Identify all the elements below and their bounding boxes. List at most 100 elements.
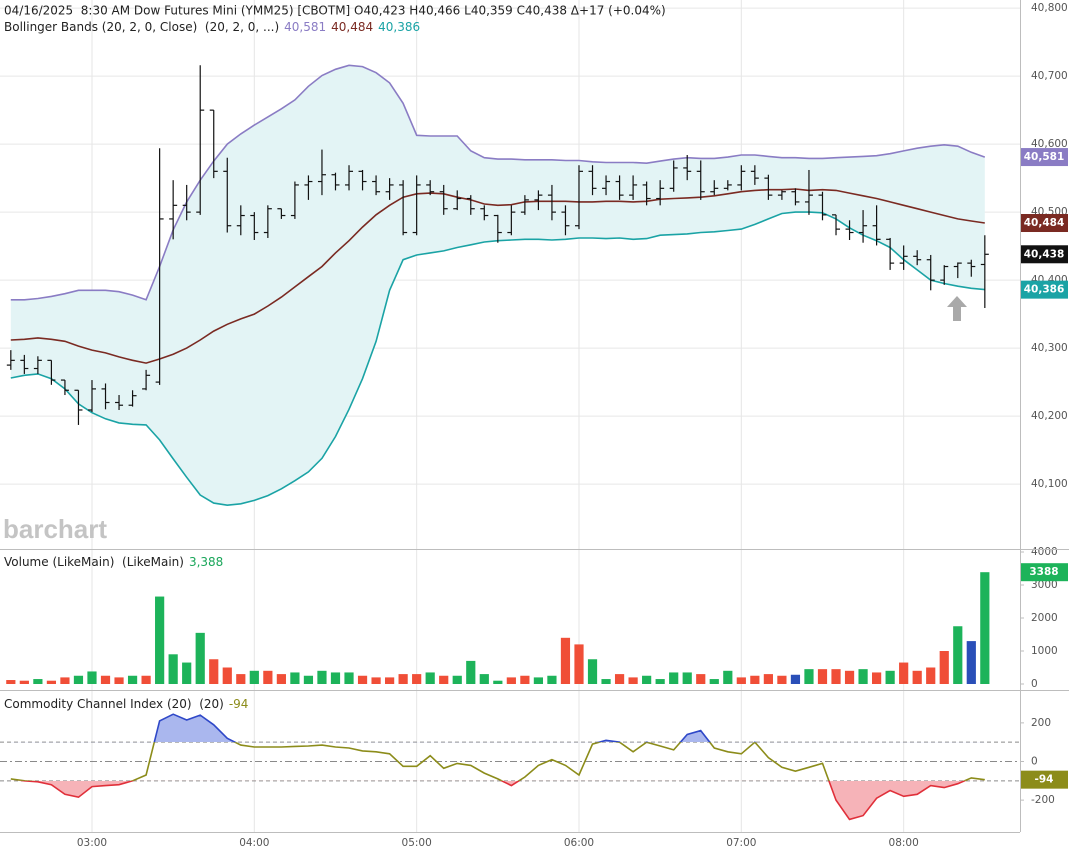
y-tick-label: 200 [1031,717,1051,729]
volume-bar [750,675,760,684]
volume-bar [479,674,489,684]
volume-bar [357,675,368,684]
volume-bar [6,680,16,684]
volume-bar [723,670,733,684]
y-tick-label: 40,100 [1031,478,1068,490]
value-badge [1021,280,1068,299]
volume-bar [87,671,97,684]
y-tick-label: 1000 [1031,645,1058,657]
volume-bar [642,675,652,684]
volume-bar [614,674,625,684]
legend-label: Bollinger Bands (20, 2, 0, Close) (20, 2… [4,20,279,34]
signal-arrow [947,296,967,321]
x-tick-label: 08:00 [889,837,919,849]
y-tick-label: 40,600 [1031,138,1068,150]
y-tick-label: 4000 [1031,546,1058,558]
volume-bar [371,677,381,684]
value-badge [1021,563,1068,582]
x-tick-label: 03:00 [77,837,107,849]
volume-bar [709,679,719,684]
volume-bar [412,674,422,684]
cci-line-upper [153,713,756,743]
value-badge-label: 40,386 [1024,284,1065,296]
volume-bar [439,675,449,684]
volume-bar [19,680,29,684]
x-tick-label: 05:00 [402,837,432,849]
volume-bar [912,670,922,684]
volume-bar [398,674,408,684]
y-tick-label: 40,800 [1031,2,1068,14]
volume-bar [236,674,246,684]
volume-bar [655,679,665,684]
chart-title: 04/16/2025 8:30 AM Dow Futures Mini (YMM… [4,4,666,18]
legend-value: 3,388 [189,555,223,569]
volume-bar [601,679,611,684]
legend: Bollinger Bands (20, 2, 0, Close) (20, 2… [4,20,420,34]
value-badge-label: 3388 [1029,566,1058,578]
band-line [10,188,985,364]
value-badge [1021,148,1068,167]
volume-bar [574,644,584,684]
volume-bar [790,674,801,684]
volume-bar [980,572,990,684]
volume-bar [317,670,327,684]
x-tick-label: 07:00 [726,837,756,849]
volume-bar [182,662,192,684]
volume-bar [506,677,516,684]
volume-bar [493,680,503,684]
volume-bar [290,672,300,684]
volume-bar [696,674,706,684]
volume-bar [939,651,949,684]
value-badge-label: 40,438 [1024,248,1065,260]
volume-bar [276,674,286,684]
value-badge-label: 40,484 [1024,217,1065,229]
volume-bar [222,667,232,684]
volume-bar [777,675,787,684]
y-tick-label: 40,300 [1031,342,1068,354]
volume-bar [168,654,178,684]
volume-bar [628,677,638,684]
value-badge [1021,245,1068,264]
volume-bar [73,675,84,684]
volume-bar [303,675,314,684]
legend-value: 40,484 [331,20,373,34]
y-tick-label: 3000 [1031,579,1058,591]
volume-bar [885,670,895,684]
volume-bar [872,672,882,684]
volume-bar [533,677,544,684]
x-tick-label: 04:00 [239,837,269,849]
volume-bar [831,669,841,684]
y-tick-label: 40,200 [1031,410,1068,422]
x-tick-label: 06:00 [564,837,594,849]
volume-bar [966,641,976,684]
watermark: barchart [3,514,107,544]
volume-bar [858,669,868,684]
volume-bar [127,675,138,684]
y-tick-label: 40,700 [1031,70,1068,82]
volume-bar [209,659,219,684]
value-badge [1021,214,1068,233]
value-badge [1021,770,1068,789]
volume-bar [953,626,963,684]
legend-value: 40,386 [378,20,420,34]
volume-bar [195,632,205,684]
volume-bar [100,675,111,684]
y-tick-label: 0 [1031,756,1038,768]
cci-line [10,742,985,781]
volume-bar [60,677,70,684]
legend: Commodity Channel Index (20) (20) -94 [4,697,248,711]
legend-value: 40,581 [284,20,326,34]
volume-bar [141,675,151,684]
volume-bar [263,670,273,684]
volume-bar [736,677,746,684]
value-badge-label: 40,581 [1024,151,1065,163]
volume-bar [385,677,395,684]
volume-bar [899,662,909,684]
volume-bar [817,669,828,684]
legend-label: Commodity Channel Index (20) (20) [4,697,224,711]
volume-bar [587,659,598,684]
volume-bar [547,675,557,684]
volume-bar [763,674,773,684]
